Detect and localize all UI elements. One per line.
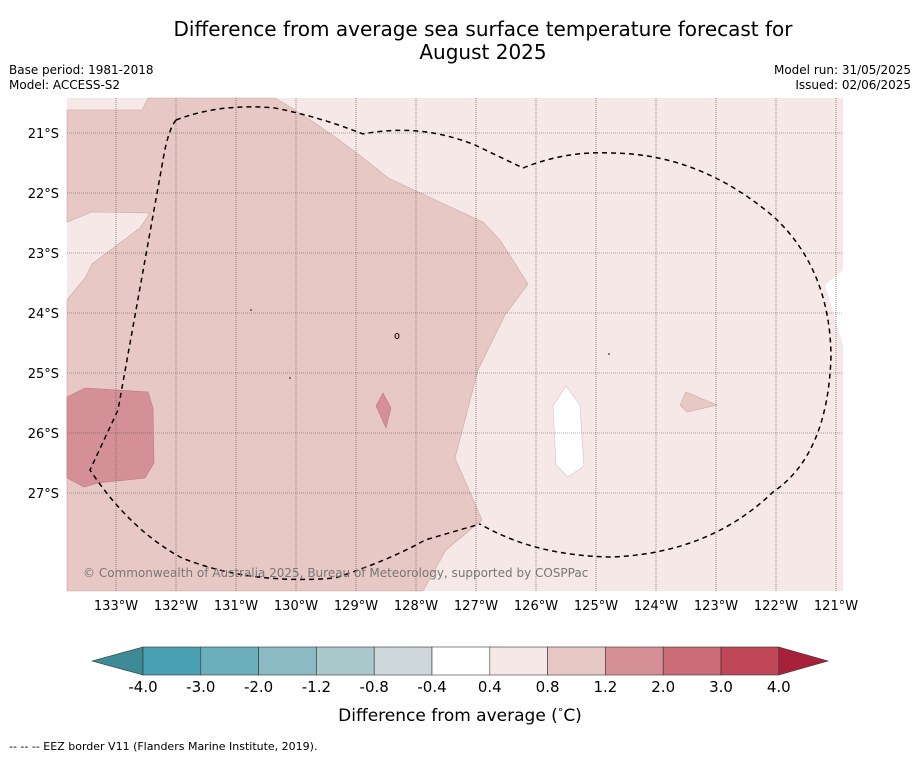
meta-left: Base period: 1981-2018 Model: ACCESS-S2 xyxy=(9,63,154,93)
longitude-label: 133°W xyxy=(94,599,138,614)
island-marker xyxy=(289,377,291,379)
copyright-notice: © Commonwealth of Australia 2025, Bureau… xyxy=(83,566,588,580)
latitude-label: 23°S xyxy=(28,247,59,262)
neutral-region-east xyxy=(825,270,843,345)
colorbar-under-arrow xyxy=(90,646,144,676)
colorbar-degree: ° xyxy=(558,706,564,719)
colorbar-tick-label: 0.4 xyxy=(478,678,502,696)
longitude-label: 129°W xyxy=(334,599,378,614)
colorbar-tick-label: -0.4 xyxy=(417,678,446,696)
title-line-2: August 2025 xyxy=(419,40,547,64)
issued-date: Issued: 02/06/2025 xyxy=(795,78,911,92)
meta-right: Model run: 31/05/2025 Issued: 02/06/2025 xyxy=(774,63,911,93)
island-marker xyxy=(394,333,400,339)
colorbar-tick-label: -3.0 xyxy=(186,678,215,696)
longitude-label: 127°W xyxy=(454,599,498,614)
latitude-label: 22°S xyxy=(28,187,59,202)
colorbar-unit: C) xyxy=(563,706,582,726)
colorbar-segment xyxy=(605,646,664,676)
colorbar-tick-label: 0.8 xyxy=(536,678,560,696)
colorbar-segment xyxy=(142,646,202,676)
colorbar-segment xyxy=(373,646,433,676)
colorbar-tick-label: -2.0 xyxy=(244,678,273,696)
longitude-label: 125°W xyxy=(574,599,618,614)
colorbar-title-text: Difference from average ( xyxy=(338,706,558,726)
latitude-label: 24°S xyxy=(28,307,59,322)
colorbar: -4.0 -3.0 -2.0 -1.2 -0.8 -0.4 0.4 0.8 1.2 2.0 3.0 4… xyxy=(90,646,830,696)
colorbar-title: Difference from average (°C) xyxy=(338,706,582,726)
anomaly-region-1-2-2-0-center xyxy=(375,392,392,429)
latitude-label: 27°S xyxy=(28,487,59,502)
longitude-label: 132°W xyxy=(154,599,198,614)
eez-footnote: -- -- -- EEZ border V11 (Flanders Marine… xyxy=(9,740,318,753)
model-name: Model: ACCESS-S2 xyxy=(9,78,121,92)
longitude-label: 121°W xyxy=(814,599,858,614)
latitude-label: 25°S xyxy=(28,367,59,382)
colorbar-segment xyxy=(720,646,780,676)
latitude-labels: 21°S 22°S 23°S 24°S 25°S 26°S 27°S xyxy=(28,127,59,502)
colorbar-tick-label: 2.0 xyxy=(651,678,675,696)
longitude-label: 128°W xyxy=(394,599,438,614)
anomaly-region-1-2-2-0-west xyxy=(66,387,155,488)
island-marker xyxy=(608,353,610,355)
anomaly-region-0-8-1-2-east xyxy=(679,391,718,413)
colorbar-segment xyxy=(431,646,491,676)
colorbar-over-arrow xyxy=(778,646,830,676)
colorbar-segment xyxy=(200,646,259,676)
neutral-region-center xyxy=(552,385,585,478)
longitude-label: 122°W xyxy=(754,599,798,614)
colorbar-segment xyxy=(489,646,548,676)
sst-anomaly-map: © Commonwealth of Australia 2025, Bureau… xyxy=(28,97,858,726)
eez-border-french-polynesia xyxy=(479,152,832,558)
eez-border-pitcairn xyxy=(89,106,524,581)
colorbar-tick-label: 3.0 xyxy=(709,678,733,696)
colorbar-tick-label: -4.0 xyxy=(128,678,157,696)
anomaly-region-0-8-1-2 xyxy=(66,97,529,592)
title-line-1: Difference from average sea surface temp… xyxy=(173,17,793,41)
map-title: Difference from average sea surface temp… xyxy=(0,18,919,64)
colorbar-tick-label: -0.8 xyxy=(360,678,389,696)
latitude-label: 26°S xyxy=(28,427,59,442)
base-period: Base period: 1981-2018 xyxy=(9,63,154,77)
longitude-label: 126°W xyxy=(514,599,558,614)
latitude-label: 21°S xyxy=(28,127,59,142)
longitude-labels: 133°W 132°W 131°W 130°W 129°W 128°W 127°W 126°W… xyxy=(94,599,858,614)
gridlines xyxy=(67,98,843,591)
colorbar-segment xyxy=(662,646,722,676)
model-run: Model run: 31/05/2025 xyxy=(773,63,911,77)
longitude-label: 124°W xyxy=(634,599,678,614)
colorbar-segment xyxy=(258,646,317,676)
colorbar-tick-label: 1.2 xyxy=(593,678,617,696)
island-marker xyxy=(250,309,252,311)
colorbar-segment xyxy=(316,646,375,676)
colorbar-tick-label: 4.0 xyxy=(767,678,791,696)
colorbar-tick-label: -1.2 xyxy=(302,678,331,696)
colorbar-segment xyxy=(547,646,606,676)
longitude-label: 130°W xyxy=(274,599,318,614)
longitude-label: 131°W xyxy=(214,599,258,614)
longitude-label: 123°W xyxy=(694,599,738,614)
